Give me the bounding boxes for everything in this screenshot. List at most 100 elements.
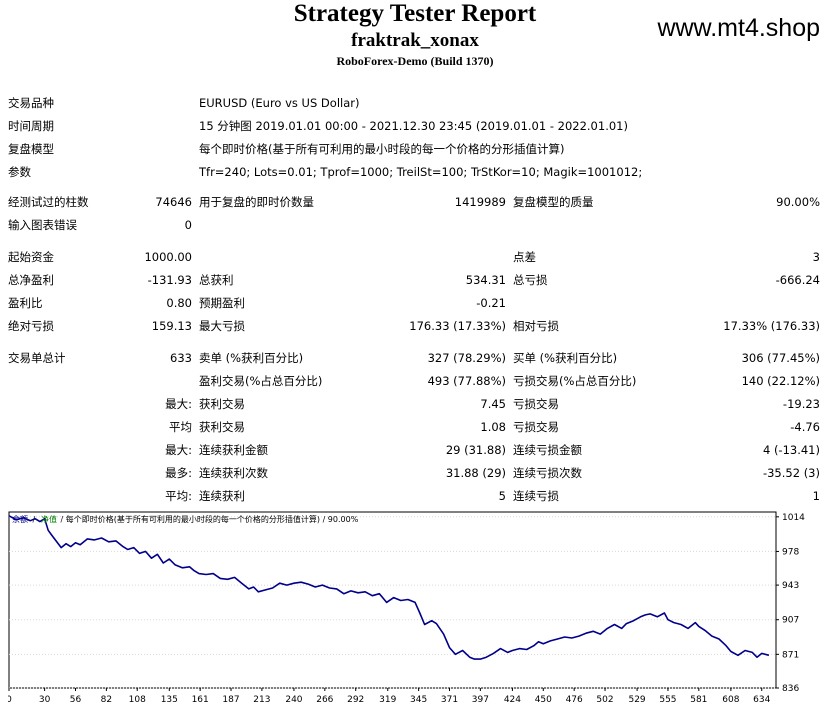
symbol-value: EURUSD (Euro vs US Dollar) bbox=[199, 96, 360, 110]
ticks-label: 用于复盘的即时价数量 bbox=[199, 195, 314, 209]
period-label: 时间周期 bbox=[8, 119, 54, 133]
params-label: 参数 bbox=[8, 165, 31, 179]
long-positions-label: 买单 (%获利百分比) bbox=[513, 351, 618, 365]
gross-loss-label: 总亏损 bbox=[513, 273, 548, 287]
total-trades-label: 交易单总计 bbox=[8, 351, 66, 365]
expert-name: fraktrak_xonax bbox=[351, 30, 479, 51]
x-axis-ticks: 0 30 56 82 108 135 161 187 213 240 266 292 319 345 371… bbox=[8, 688, 771, 705]
net-profit-label: 总净盈利 bbox=[8, 273, 54, 287]
avg-consecutive-prefix: 平均: bbox=[165, 489, 192, 503]
abs-drawdown-value: 159.13 bbox=[151, 319, 192, 333]
x-tick-label: 502 bbox=[596, 695, 613, 705]
x-tick-label: 187 bbox=[222, 695, 239, 705]
most-consecutive-profit-value: 31.88 (29) bbox=[445, 466, 506, 480]
x-tick-label: 371 bbox=[441, 695, 458, 705]
legend-model-info: / 每个即时价格(基于所有可利用的最小时段的每一个价格的分形插值计算) / 90… bbox=[58, 514, 359, 524]
gross-profit-value: 534.31 bbox=[465, 273, 506, 287]
legend-separator: / bbox=[30, 515, 38, 524]
x-tick-label: 608 bbox=[722, 695, 739, 705]
gross-profit-label: 总获利 bbox=[199, 273, 234, 287]
bars-label: 经测试过的柱数 bbox=[8, 195, 89, 209]
chart-series bbox=[8, 515, 770, 660]
max-consecutive-wins-label: 连续获利金额 bbox=[199, 443, 268, 457]
x-tick-label: 529 bbox=[628, 695, 645, 705]
x-tick-label: 292 bbox=[347, 695, 364, 705]
avg-consecutive-wins-value: 5 bbox=[498, 489, 506, 503]
profit-trades-label: 盈利交易(%占总百分比) bbox=[199, 374, 323, 388]
ticks-value: 1419989 bbox=[454, 195, 506, 209]
y-tick-label: 943 bbox=[782, 581, 799, 591]
avg-consecutive-losses-value: 1 bbox=[812, 489, 820, 503]
largest-loss-label: 亏损交易 bbox=[513, 397, 559, 411]
x-tick-label: 0 bbox=[8, 695, 12, 705]
y-tick-label: 1014 bbox=[782, 513, 805, 523]
average-profit-label: 获利交易 bbox=[199, 420, 245, 434]
quality-value: 90.00% bbox=[776, 195, 820, 209]
symbol-label: 交易品种 bbox=[8, 96, 54, 110]
profit-trades-value: 493 (77.88%) bbox=[427, 374, 506, 388]
period-value: 15 分钟图 2019.01.01 00:00 - 2021.12.30 23:… bbox=[199, 119, 628, 133]
x-tick-label: 555 bbox=[659, 695, 676, 705]
errors-value: 0 bbox=[184, 218, 192, 232]
watermark-text: www.mt4.shop bbox=[657, 14, 820, 42]
x-tick-label: 476 bbox=[566, 695, 583, 705]
x-tick-label: 424 bbox=[504, 695, 521, 705]
balance-line bbox=[8, 515, 770, 660]
avg-consecutive-wins-label: 连续获利 bbox=[199, 489, 245, 503]
x-tick-label: 450 bbox=[535, 695, 552, 705]
x-tick-label: 397 bbox=[472, 695, 489, 705]
deposit-value: 1000.00 bbox=[144, 250, 192, 264]
max-consecutive-prefix: 最大: bbox=[165, 443, 192, 457]
avg-consecutive-losses-label: 连续亏损 bbox=[513, 489, 559, 503]
expected-payoff-label: 预期盈利 bbox=[199, 296, 245, 310]
most-consecutive-prefix: 最多: bbox=[165, 466, 192, 480]
total-trades-value: 633 bbox=[170, 351, 192, 365]
loss-trades-label: 亏损交易(%占总百分比) bbox=[513, 374, 637, 388]
x-tick-label: 581 bbox=[690, 695, 707, 705]
legend-equity: 净值 bbox=[41, 514, 57, 524]
profit-factor-label: 盈利比 bbox=[8, 296, 43, 310]
long-positions-value: 306 (77.45%) bbox=[741, 351, 820, 365]
y-axis-ticks: 1014 978 943 907 871 836 bbox=[776, 513, 805, 694]
y-tick-label: 871 bbox=[782, 650, 799, 660]
spread-value: 3 bbox=[812, 250, 820, 264]
model-value: 每个即时价格(基于所有可利用的最小时段的每一个价格的分形插值计算) bbox=[199, 142, 565, 156]
loss-trades-value: 140 (22.12%) bbox=[741, 374, 820, 388]
chart-grid bbox=[9, 516, 776, 689]
x-tick-label: 345 bbox=[410, 695, 427, 705]
x-tick-label: 108 bbox=[129, 695, 146, 705]
net-profit-value: -131.93 bbox=[147, 273, 192, 287]
x-tick-label: 161 bbox=[192, 695, 209, 705]
x-tick-label: 634 bbox=[753, 695, 770, 705]
expected-payoff-value: -0.21 bbox=[476, 296, 506, 310]
x-tick-label: 319 bbox=[379, 695, 396, 705]
profit-factor-value: 0.80 bbox=[166, 296, 192, 310]
x-tick-label: 266 bbox=[316, 695, 333, 705]
chart-frame bbox=[8, 511, 777, 689]
balance-chart: 余额 / 净值 / 每个即时价格(基于所有可利用的最小时段的每一个价格的分形插值… bbox=[8, 511, 834, 709]
max-consecutive-losses-label: 连续亏损金额 bbox=[513, 443, 582, 457]
x-tick-label: 240 bbox=[285, 695, 302, 705]
model-label: 复盘模型 bbox=[8, 142, 54, 156]
largest-profit-label: 获利交易 bbox=[199, 397, 245, 411]
most-consecutive-loss-label: 连续亏损次数 bbox=[513, 466, 582, 480]
rel-drawdown-label: 相对亏损 bbox=[513, 319, 559, 333]
gross-loss-value: -666.24 bbox=[775, 273, 820, 287]
legend-balance: 余额 bbox=[12, 514, 28, 524]
y-tick-label: 907 bbox=[782, 616, 799, 626]
x-tick-label: 56 bbox=[70, 695, 82, 705]
balance-chart-svg: 余额 / 净值 / 每个即时价格(基于所有可利用的最小时段的每一个价格的分形插值… bbox=[8, 511, 805, 705]
rel-drawdown-value: 17.33% (176.33) bbox=[723, 319, 820, 333]
short-positions-value: 327 (78.29%) bbox=[427, 351, 506, 365]
abs-drawdown-label: 绝对亏损 bbox=[8, 319, 54, 333]
spread-label: 点差 bbox=[513, 250, 536, 264]
x-tick-label: 30 bbox=[39, 695, 51, 705]
max-drawdown-label: 最大亏损 bbox=[199, 319, 245, 333]
server-build: RoboForex-Demo (Build 1370) bbox=[336, 54, 494, 68]
max-consecutive-wins-value: 29 (31.88) bbox=[445, 443, 506, 457]
average-loss-label: 亏损交易 bbox=[513, 420, 559, 434]
average-profit-value: 1.08 bbox=[480, 420, 506, 434]
largest-prefix: 最大: bbox=[165, 397, 192, 411]
x-tick-label: 213 bbox=[253, 695, 270, 705]
most-consecutive-profit-label: 连续获利次数 bbox=[199, 466, 268, 480]
